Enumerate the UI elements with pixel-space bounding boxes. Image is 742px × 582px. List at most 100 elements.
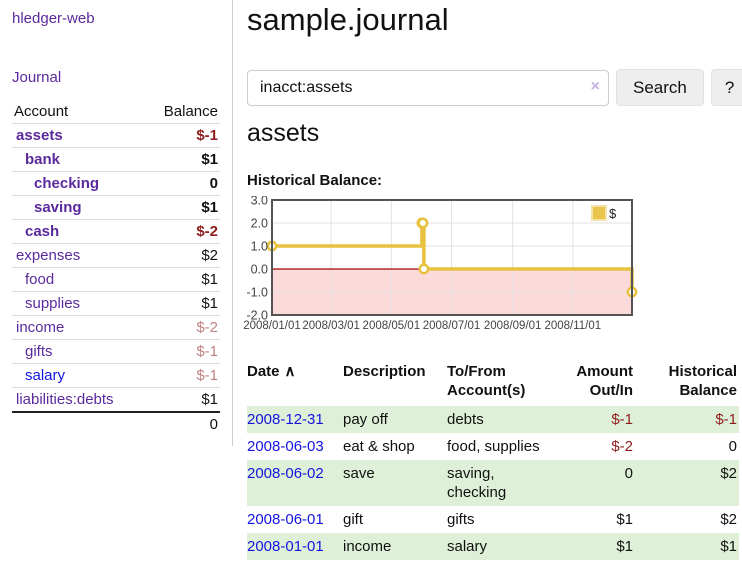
register-row: 2008-01-01 income salary $1 $1 (247, 533, 739, 560)
account-balance: $-1 (196, 367, 218, 384)
register-date-cell: 2008-06-03 (247, 433, 343, 460)
svg-text:2.0: 2.0 (251, 217, 268, 231)
accounts-panel: Account Balance assets $-1 bank $1 check… (12, 100, 220, 437)
legend-swatch (591, 205, 607, 221)
svg-text:3.0: 3.0 (251, 196, 268, 208)
sidebar: hledger-web Journal Account Balance asse… (0, 0, 233, 446)
transaction-date-link[interactable]: 2008-06-02 (247, 465, 324, 482)
column-header-date[interactable]: Date ∧ (247, 363, 296, 380)
register-accounts-cell: salary (447, 533, 559, 560)
svg-text:1.0: 1.0 (251, 240, 268, 254)
account-balance: $-1 (196, 343, 218, 360)
app-brand-link[interactable]: hledger-web (12, 10, 95, 27)
register-balance-cell: $-1 (641, 406, 739, 433)
svg-text:-1.0: -1.0 (246, 286, 268, 300)
x-axis-labels: 2008/01/01 2008/03/01 2008/05/01 2008/07/01… (243, 320, 601, 332)
svg-text:2008/07/01: 2008/07/01 (423, 320, 481, 332)
account-row: cash $-2 (12, 219, 220, 243)
register-accounts-cell: debts (447, 406, 559, 433)
transaction-date-link[interactable]: 2008-12-31 (247, 411, 324, 428)
account-row: expenses $2 (12, 243, 220, 267)
historical-balance-chart: $ 3.0 2.0 1.0 0.0 -1.0 -2.0 2008/01/01 2008/03… (240, 194, 640, 346)
svg-text:-2.0: -2.0 (246, 309, 268, 323)
register-description-cell: income (343, 533, 447, 560)
transaction-date-link[interactable]: 2008-01-01 (247, 538, 324, 555)
plot-border (271, 199, 633, 316)
sidebar-item-journal[interactable]: Journal (12, 69, 62, 86)
register-row: 2008-06-02 save saving, checking 0 $2 (247, 460, 739, 506)
register-header-row: Date ∧ Description To/From Account(s) Amo… (247, 360, 739, 406)
account-link[interactable]: assets (16, 127, 63, 144)
register-balance-cell: $2 (720, 511, 737, 528)
register-amount-cell: $-2 (611, 438, 633, 455)
register-row: 2008-06-03 eat & shop food, supplies $-2… (247, 433, 739, 460)
chart-canvas: $ 3.0 2.0 1.0 0.0 -1.0 -2.0 2008/01/01 2008/03… (243, 194, 638, 332)
account-balance: $2 (201, 247, 218, 264)
register-balance-cell: $2 (641, 460, 739, 506)
svg-text:2008/09/01: 2008/09/01 (484, 320, 542, 332)
legend-label: $ (609, 206, 617, 221)
account-balance: $1 (201, 295, 218, 312)
account-row: assets $-1 (12, 123, 220, 147)
clear-search-icon[interactable]: × (590, 77, 600, 95)
account-link[interactable]: saving (34, 199, 82, 216)
account-row: gifts $-1 (12, 339, 220, 363)
column-header-balance: Historical Balance (668, 363, 737, 399)
account-row: saving $1 (12, 195, 220, 219)
account-balance: $1 (201, 391, 218, 408)
search-box: × (247, 69, 609, 106)
column-header-amount: Amount Out/In (576, 363, 633, 399)
account-balance: $1 (201, 271, 218, 288)
accounts-header-account: Account (14, 103, 69, 120)
register-date-cell: 2008-01-01 (247, 533, 343, 560)
account-balance: $-2 (196, 319, 218, 336)
account-row: liabilities:debts $1 (12, 387, 220, 411)
account-link[interactable]: bank (25, 151, 61, 168)
svg-text:0.0: 0.0 (251, 263, 268, 277)
transaction-date-link[interactable]: 2008-06-01 (247, 511, 324, 528)
account-link[interactable]: checking (34, 175, 100, 192)
page-title: sample.journal (247, 2, 449, 37)
chart-title: Historical Balance: (247, 172, 383, 189)
search-button[interactable]: Search (616, 69, 704, 106)
account-row: food $1 (12, 267, 220, 291)
account-row: supplies $1 (12, 291, 220, 315)
account-link[interactable]: food (25, 271, 55, 288)
column-header-description: Description (343, 363, 426, 380)
account-heading: assets (247, 119, 320, 147)
register-amount-cell: $1 (559, 533, 641, 560)
account-link[interactable]: salary (25, 367, 66, 384)
register-balance-cell: $1 (641, 533, 739, 560)
account-row: bank $1 (12, 147, 220, 171)
register-description-cell: eat & shop (343, 438, 415, 455)
chart-legend: $ (591, 205, 617, 221)
register-amount-cell: 0 (559, 460, 641, 506)
help-button[interactable]: ? (710, 69, 742, 106)
column-header-accounts: To/From Account(s) (447, 363, 526, 399)
account-link[interactable]: cash (25, 223, 60, 240)
svg-text:2008/11/01: 2008/11/01 (544, 320, 601, 332)
account-link[interactable]: liabilities:debts (16, 391, 114, 408)
data-point-markers (266, 217, 638, 298)
register-accounts-cell: gifts (447, 511, 475, 528)
transaction-date-link[interactable]: 2008-06-03 (247, 438, 324, 455)
accounts-header-balance: Balance (163, 103, 218, 120)
register-date-cell: 2008-06-02 (247, 460, 343, 506)
account-link[interactable]: gifts (25, 343, 53, 360)
account-row: income $-2 (12, 315, 220, 339)
register-row: 2008-06-01 gift gifts $1 $2 (247, 506, 739, 533)
account-link[interactable]: expenses (16, 247, 81, 264)
main-content: sample.journal × Search ? assets Histori… (234, 0, 742, 582)
register-description-cell: gift (343, 511, 364, 528)
accounts-header: Account Balance (12, 100, 220, 123)
register-description-cell: save (343, 460, 447, 506)
account-balance: $1 (201, 199, 218, 216)
account-link[interactable]: supplies (25, 295, 81, 312)
account-link[interactable]: income (16, 319, 65, 336)
svg-text:2008/05/01: 2008/05/01 (363, 320, 421, 332)
search-form: × Search ? (247, 69, 742, 106)
sort-ascending-icon: ∧ (284, 363, 296, 380)
register-description-cell: pay off (343, 406, 447, 433)
account-balance: $1 (201, 151, 218, 168)
search-input[interactable] (247, 69, 609, 106)
